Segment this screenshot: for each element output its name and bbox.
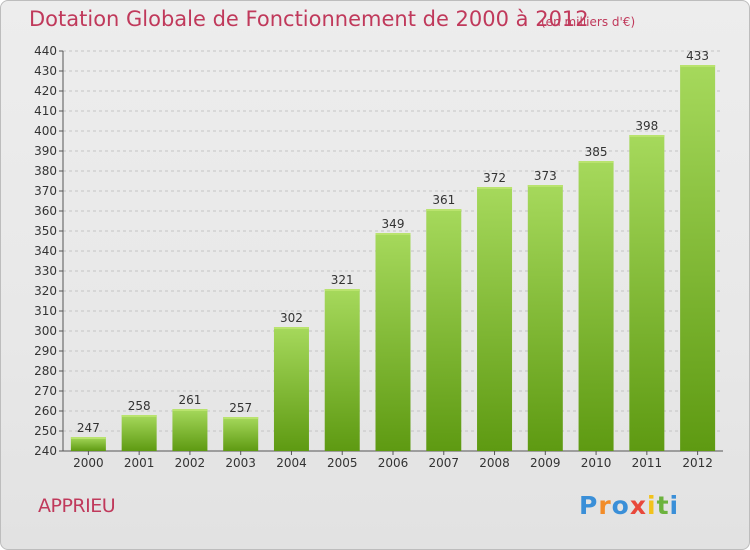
data-label: 433	[686, 49, 709, 63]
bar[interactable]	[273, 327, 309, 451]
bar-highlight	[426, 209, 462, 211]
x-tick-label: 2007	[428, 456, 459, 470]
bar[interactable]	[172, 409, 208, 451]
y-tick-label: 320	[34, 284, 57, 298]
logo-letter: t	[656, 491, 670, 520]
x-tick-label: 2006	[378, 456, 409, 470]
y-tick-label: 420	[34, 84, 57, 98]
x-tick-label: 2011	[632, 456, 663, 470]
bar[interactable]	[223, 417, 259, 451]
logo-letter: i	[669, 491, 680, 520]
x-tick-label: 2001	[124, 456, 155, 470]
y-tick-label: 350	[34, 224, 57, 238]
y-tick-label: 430	[34, 64, 57, 78]
place-name: APPRIEU	[38, 495, 116, 517]
x-tick-label: 2000	[73, 456, 104, 470]
axis-layer: 240 250 260 270 280 290 300 310 320 330 340 350 360 3…	[34, 44, 723, 470]
bar-highlight	[629, 135, 665, 137]
bar[interactable]	[324, 289, 360, 451]
x-tick-label: 2004	[276, 456, 307, 470]
bar-highlight	[273, 327, 309, 329]
bar-highlight	[324, 289, 360, 291]
bar-highlight	[172, 409, 208, 411]
bar-layer	[70, 65, 716, 451]
x-tick-label: 2005	[327, 456, 358, 470]
y-tick-label: 440	[34, 44, 57, 58]
x-tick-label: 2008	[479, 456, 510, 470]
data-label: 302	[280, 311, 303, 325]
label-layer: 247 258 261 257 302 321 349 361 372 373 385 398 433	[77, 49, 709, 435]
y-tick-label: 390	[34, 144, 57, 158]
chart-subtitle: (en milliers d'€)	[541, 15, 636, 29]
x-tick-label: 2012	[682, 456, 713, 470]
x-tick-label: 2002	[175, 456, 206, 470]
bar[interactable]	[426, 209, 462, 451]
y-tick-label: 360	[34, 204, 57, 218]
y-tick-label: 290	[34, 344, 57, 358]
x-tick-label: 2010	[581, 456, 612, 470]
bar[interactable]	[629, 135, 665, 451]
y-tick-label: 410	[34, 104, 57, 118]
data-label: 261	[178, 393, 201, 407]
y-tick-label: 310	[34, 304, 57, 318]
y-tick-label: 250	[34, 424, 57, 438]
bar-highlight	[70, 437, 106, 439]
bar-highlight	[223, 417, 259, 419]
data-label: 349	[382, 217, 405, 231]
data-label: 258	[128, 399, 151, 413]
bar[interactable]	[527, 185, 563, 451]
bar[interactable]	[578, 161, 614, 451]
bar[interactable]	[477, 187, 513, 451]
y-tick-label: 370	[34, 184, 57, 198]
y-tick-label: 380	[34, 164, 57, 178]
y-tick-label: 340	[34, 244, 57, 258]
proxiti-logo[interactable]: Proxiti	[579, 491, 679, 520]
data-label: 321	[331, 273, 354, 287]
data-label: 372	[483, 171, 506, 185]
y-tick-label: 280	[34, 364, 57, 378]
chart-title: Dotation Globale de Fonctionnement de 20…	[29, 7, 589, 31]
data-label: 398	[635, 119, 658, 133]
data-label: 257	[229, 401, 252, 415]
y-tick-label: 400	[34, 124, 57, 138]
logo-letter: x	[629, 491, 647, 520]
logo-letter: i	[647, 491, 657, 520]
data-label: 385	[585, 145, 608, 159]
logo-letter: P	[579, 491, 599, 520]
x-tick-label: 2009	[530, 456, 561, 470]
bar[interactable]	[680, 65, 716, 451]
bar-highlight	[477, 187, 513, 189]
bar-highlight	[578, 161, 614, 163]
y-tick-label: 300	[34, 324, 57, 338]
logo-letter: r	[598, 491, 612, 520]
bar[interactable]	[121, 415, 157, 451]
y-tick-label: 330	[34, 264, 57, 278]
data-label: 247	[77, 421, 100, 435]
bar[interactable]	[70, 437, 106, 451]
bar-highlight	[375, 233, 411, 235]
bar[interactable]	[375, 233, 411, 451]
x-tick-label: 2003	[225, 456, 256, 470]
y-tick-label: 260	[34, 404, 57, 418]
logo-letter: o	[611, 491, 630, 520]
y-tick-label: 270	[34, 384, 57, 398]
y-tick-label: 240	[34, 444, 57, 458]
data-label: 361	[432, 193, 455, 207]
data-label: 373	[534, 169, 557, 183]
bar-highlight	[527, 185, 563, 187]
bar-highlight	[680, 65, 716, 67]
bar-highlight	[121, 415, 157, 417]
